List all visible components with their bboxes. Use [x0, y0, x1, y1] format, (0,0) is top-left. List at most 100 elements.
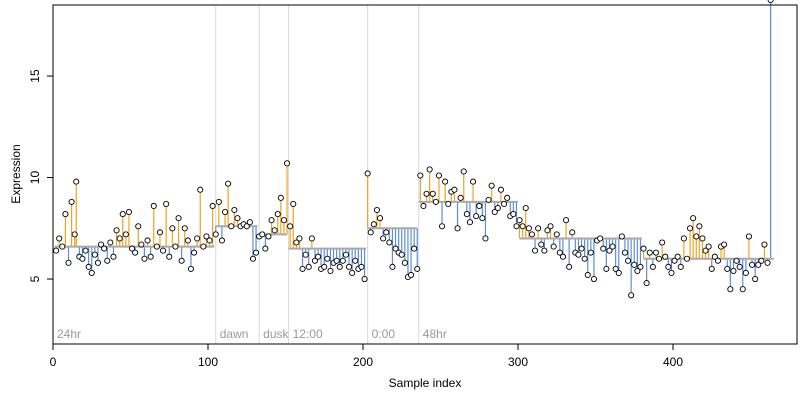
region-label: 0:00 [372, 327, 396, 341]
data-point [640, 245, 647, 252]
data-point [603, 265, 610, 272]
data-point [73, 178, 80, 185]
data-point [246, 219, 253, 226]
region-label: dusk [263, 327, 289, 341]
data-point [597, 235, 604, 242]
data-point [262, 245, 269, 252]
y-axis-label: Expression [9, 144, 23, 203]
data-point [469, 178, 477, 185]
data-point [342, 251, 350, 258]
data-point [625, 257, 632, 264]
data-point [380, 235, 387, 242]
data-point [101, 245, 108, 252]
data-point [339, 257, 346, 264]
data-point [634, 267, 641, 274]
data-point [163, 200, 170, 207]
data-point [482, 235, 489, 242]
data-point [181, 225, 188, 232]
data-point [197, 186, 204, 193]
data-point [321, 263, 328, 270]
data-point [420, 202, 427, 210]
data-point [690, 215, 697, 222]
data-point [649, 263, 656, 270]
data-point [280, 217, 288, 224]
data-point [386, 239, 393, 246]
region-label: 12:00 [293, 327, 323, 341]
data-point [677, 263, 684, 270]
data-point [476, 202, 483, 210]
data-point [206, 237, 213, 244]
data-point [578, 245, 585, 252]
data-point [249, 255, 256, 262]
data-point [234, 215, 241, 222]
data-point [212, 231, 219, 238]
data-point [429, 190, 436, 197]
data-point [652, 249, 660, 256]
x-tick-label: 200 [353, 355, 373, 369]
data-point [767, 0, 774, 4]
data-point [683, 255, 691, 262]
data-point [758, 257, 765, 264]
data-point [457, 194, 464, 201]
data-point [581, 255, 588, 262]
data-point [569, 229, 576, 236]
data-point [200, 243, 207, 250]
data-point [755, 261, 762, 268]
data-point [553, 231, 560, 238]
data-point [532, 247, 539, 254]
data-point [59, 243, 66, 250]
data-point [705, 243, 712, 250]
data-point [259, 231, 266, 238]
data-point [590, 275, 598, 283]
data-point [460, 168, 467, 175]
data-point [203, 233, 210, 240]
data-point [504, 194, 511, 201]
data-point [305, 263, 312, 270]
x-axis-label: Sample index [389, 376, 462, 390]
data-point [411, 245, 418, 252]
data-point [466, 219, 474, 226]
data-point [231, 206, 238, 214]
data-point [290, 200, 297, 207]
data-point [225, 180, 232, 187]
y-tick-label: 10 [28, 171, 42, 185]
data-point [575, 251, 582, 258]
data-point [721, 241, 728, 248]
data-point [693, 233, 700, 240]
data-point [135, 223, 142, 230]
data-point [417, 172, 424, 179]
data-point [110, 253, 117, 260]
data-point [184, 237, 191, 244]
data-point [65, 259, 72, 266]
data-point [631, 261, 638, 268]
data-point [311, 257, 319, 264]
data-point [559, 253, 567, 260]
data-point [128, 245, 136, 252]
data-point [361, 275, 368, 283]
data-point [621, 249, 629, 256]
x-tick-label: 0 [50, 355, 57, 369]
data-point [708, 265, 715, 272]
data-point [516, 217, 523, 224]
region-label: dawn [220, 327, 249, 341]
data-point [426, 166, 433, 173]
data-point [367, 229, 374, 236]
data-point [345, 263, 353, 270]
data-point [125, 209, 132, 216]
data-point [271, 227, 278, 234]
data-point [308, 235, 315, 242]
data-point [563, 217, 570, 224]
data-point [352, 257, 359, 264]
data-point [68, 198, 75, 205]
data-point [287, 223, 294, 230]
x-tick-label: 300 [508, 355, 528, 369]
data-point [82, 247, 89, 254]
data-point [150, 202, 157, 210]
data-point [277, 194, 284, 201]
data-point [510, 211, 517, 218]
data-point [283, 160, 291, 167]
axes-layer: 0 100 200 300 400 5 10 15 [28, 69, 683, 369]
data-point [491, 209, 498, 216]
data-point [209, 202, 216, 210]
